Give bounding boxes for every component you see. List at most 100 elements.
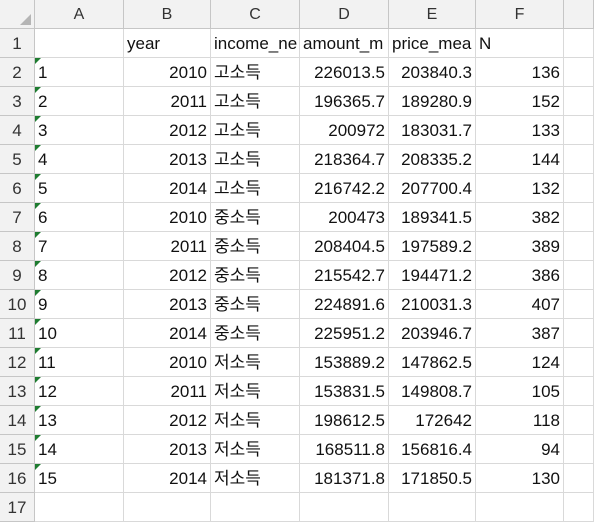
table-cell[interactable]: 14: [35, 435, 124, 464]
table-cell[interactable]: 386: [476, 261, 564, 290]
table-cell[interactable]: 124: [476, 348, 564, 377]
table-cell[interactable]: 194471.2: [389, 261, 476, 290]
table-cell[interactable]: 15: [35, 464, 124, 493]
table-cell[interactable]: 198612.5: [300, 406, 389, 435]
empty-cell[interactable]: [300, 493, 389, 522]
table-cell[interactable]: 200473: [300, 203, 389, 232]
empty-cell[interactable]: [564, 377, 594, 406]
empty-cell[interactable]: [564, 145, 594, 174]
table-cell[interactable]: 208404.5: [300, 232, 389, 261]
table-cell[interactable]: 1: [35, 58, 124, 87]
cell-header-e[interactable]: price_mea: [389, 29, 476, 58]
row-header-13[interactable]: 13: [0, 377, 35, 406]
empty-cell[interactable]: [564, 406, 594, 435]
select-all-button[interactable]: [0, 0, 35, 29]
empty-cell[interactable]: [564, 261, 594, 290]
table-cell[interactable]: 387: [476, 319, 564, 348]
table-cell[interactable]: 고소득: [211, 174, 300, 203]
empty-cell[interactable]: [564, 493, 594, 522]
row-header-9[interactable]: 9: [0, 261, 35, 290]
table-cell[interactable]: 152: [476, 87, 564, 116]
table-cell[interactable]: 181371.8: [300, 464, 389, 493]
empty-cell[interactable]: [564, 319, 594, 348]
table-cell[interactable]: 6: [35, 203, 124, 232]
column-header-e[interactable]: E: [389, 0, 476, 29]
cell-header-f[interactable]: N: [476, 29, 564, 58]
table-cell[interactable]: 저소득: [211, 377, 300, 406]
empty-cell[interactable]: [564, 203, 594, 232]
cell-header-d[interactable]: amount_m: [300, 29, 389, 58]
table-cell[interactable]: 203946.7: [389, 319, 476, 348]
empty-cell[interactable]: [564, 29, 594, 58]
table-cell[interactable]: 144: [476, 145, 564, 174]
table-cell[interactable]: 2013: [124, 435, 211, 464]
table-cell[interactable]: 7: [35, 232, 124, 261]
table-cell[interactable]: 4: [35, 145, 124, 174]
column-header-a[interactable]: A: [35, 0, 124, 29]
column-header-b[interactable]: B: [124, 0, 211, 29]
empty-cell[interactable]: [564, 87, 594, 116]
table-cell[interactable]: 224891.6: [300, 290, 389, 319]
empty-cell[interactable]: [476, 493, 564, 522]
table-cell[interactable]: 저소득: [211, 348, 300, 377]
table-cell[interactable]: 저소득: [211, 435, 300, 464]
table-cell[interactable]: 210031.3: [389, 290, 476, 319]
column-header-c[interactable]: C: [211, 0, 300, 29]
table-cell[interactable]: 8: [35, 261, 124, 290]
table-cell[interactable]: 156816.4: [389, 435, 476, 464]
table-cell[interactable]: 153831.5: [300, 377, 389, 406]
table-cell[interactable]: 207700.4: [389, 174, 476, 203]
column-header-d[interactable]: D: [300, 0, 389, 29]
table-cell[interactable]: 저소득: [211, 464, 300, 493]
table-cell[interactable]: 2010: [124, 203, 211, 232]
row-header-17[interactable]: 17: [0, 493, 35, 522]
row-header-6[interactable]: 6: [0, 174, 35, 203]
table-cell[interactable]: 고소득: [211, 87, 300, 116]
table-cell[interactable]: 11: [35, 348, 124, 377]
table-cell[interactable]: 226013.5: [300, 58, 389, 87]
cell-header-c[interactable]: income_ne: [211, 29, 300, 58]
row-header-10[interactable]: 10: [0, 290, 35, 319]
row-header-11[interactable]: 11: [0, 319, 35, 348]
table-cell[interactable]: 171850.5: [389, 464, 476, 493]
table-cell[interactable]: 2010: [124, 348, 211, 377]
table-cell[interactable]: 고소득: [211, 116, 300, 145]
row-header-7[interactable]: 7: [0, 203, 35, 232]
table-cell[interactable]: 2014: [124, 464, 211, 493]
table-cell[interactable]: 133: [476, 116, 564, 145]
empty-cell[interactable]: [564, 435, 594, 464]
row-header-15[interactable]: 15: [0, 435, 35, 464]
table-cell[interactable]: 중소득: [211, 319, 300, 348]
table-cell[interactable]: 2011: [124, 87, 211, 116]
table-cell[interactable]: 168511.8: [300, 435, 389, 464]
table-cell[interactable]: 저소득: [211, 406, 300, 435]
empty-cell[interactable]: [389, 493, 476, 522]
table-cell[interactable]: 183031.7: [389, 116, 476, 145]
table-cell[interactable]: 9: [35, 290, 124, 319]
table-cell[interactable]: 2011: [124, 377, 211, 406]
table-cell[interactable]: 2011: [124, 232, 211, 261]
table-cell[interactable]: 2012: [124, 406, 211, 435]
table-cell[interactable]: 2012: [124, 261, 211, 290]
table-cell[interactable]: 147862.5: [389, 348, 476, 377]
cell-header-a[interactable]: [35, 29, 124, 58]
table-cell[interactable]: 10: [35, 319, 124, 348]
empty-cell[interactable]: [564, 348, 594, 377]
table-cell[interactable]: 389: [476, 232, 564, 261]
table-cell[interactable]: 2013: [124, 145, 211, 174]
table-cell[interactable]: 중소득: [211, 290, 300, 319]
table-cell[interactable]: 149808.7: [389, 377, 476, 406]
empty-cell[interactable]: [564, 464, 594, 493]
row-header-4[interactable]: 4: [0, 116, 35, 145]
table-cell[interactable]: 고소득: [211, 145, 300, 174]
table-cell[interactable]: 382: [476, 203, 564, 232]
table-cell[interactable]: 2012: [124, 116, 211, 145]
row-header-12[interactable]: 12: [0, 348, 35, 377]
table-cell[interactable]: 130: [476, 464, 564, 493]
table-cell[interactable]: 105: [476, 377, 564, 406]
table-cell[interactable]: 12: [35, 377, 124, 406]
table-cell[interactable]: 2014: [124, 319, 211, 348]
empty-cell[interactable]: [564, 58, 594, 87]
empty-cell[interactable]: [35, 493, 124, 522]
table-cell[interactable]: 94: [476, 435, 564, 464]
